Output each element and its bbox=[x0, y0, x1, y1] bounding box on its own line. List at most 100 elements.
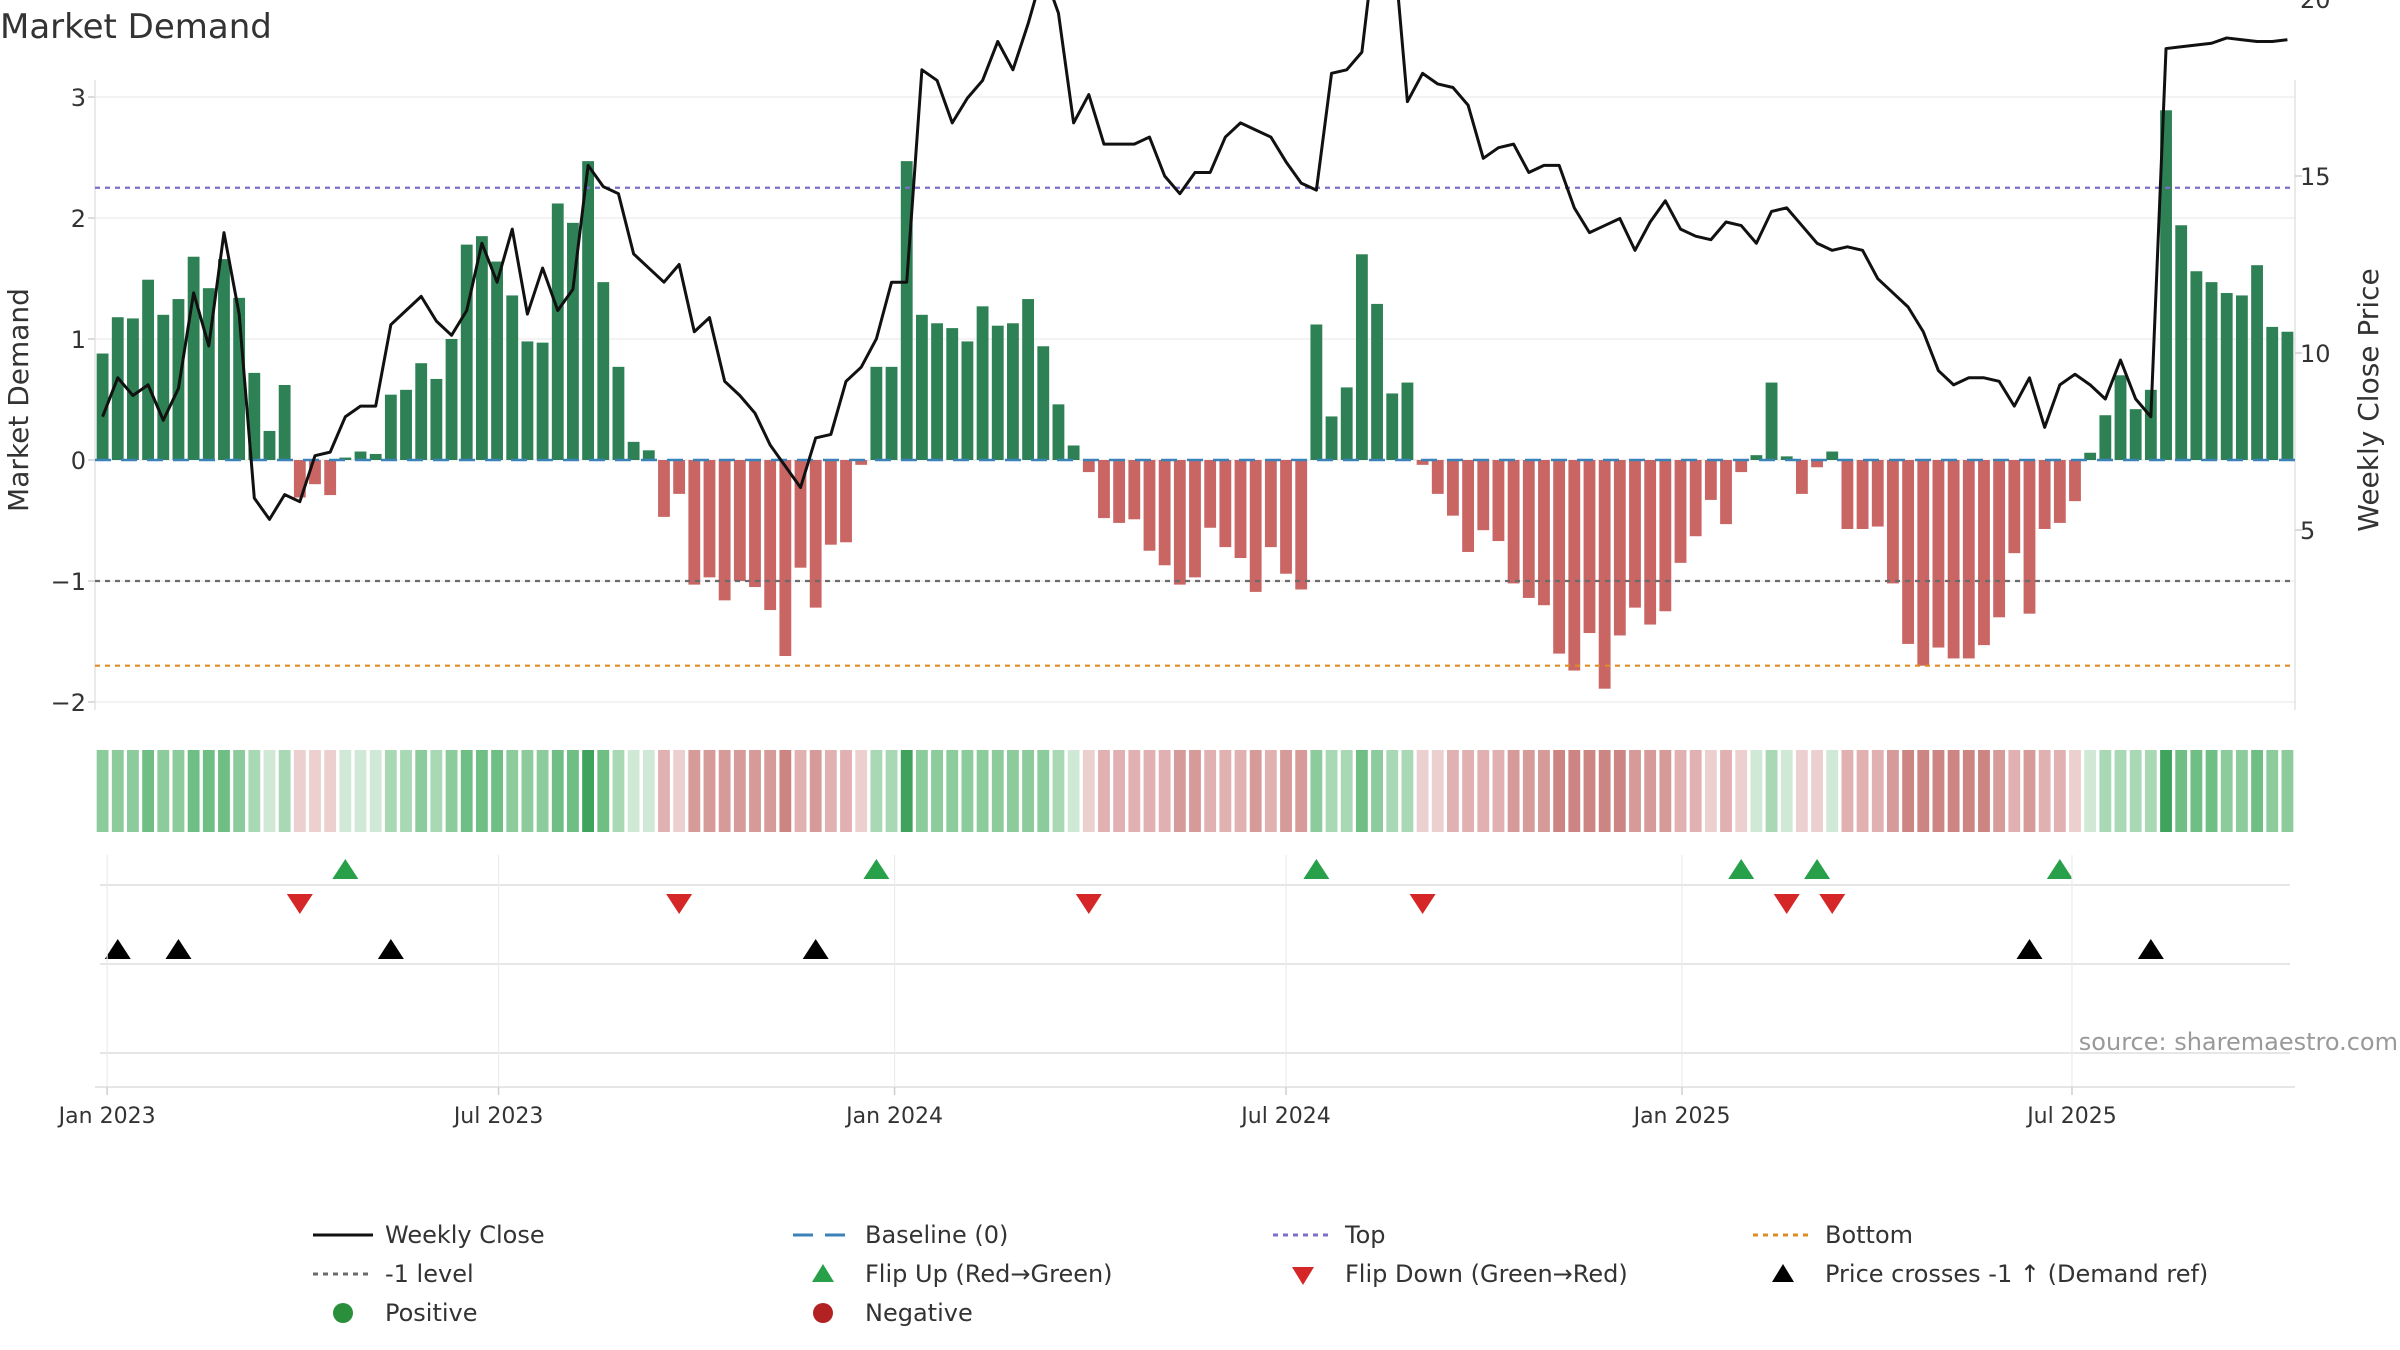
heat-cell bbox=[172, 750, 185, 832]
heat-cell bbox=[1325, 750, 1338, 832]
demand-bar-positive bbox=[627, 441, 640, 460]
flip-up-marker bbox=[332, 859, 359, 879]
heat-cell bbox=[824, 750, 837, 832]
heat-cell bbox=[1401, 750, 1414, 832]
heat-cell bbox=[855, 750, 868, 832]
weekly-close-line bbox=[101, 0, 2288, 521]
demand-bar-negative bbox=[1219, 460, 1232, 548]
demand-bar-negative bbox=[1522, 460, 1535, 598]
legend-negative-label: Negative bbox=[865, 1299, 973, 1327]
heat-cell bbox=[582, 750, 595, 832]
demand-bar-positive bbox=[2114, 375, 2127, 460]
left-axis-tick-label: −2 bbox=[51, 689, 86, 717]
demand-bar-negative bbox=[1098, 460, 1110, 519]
dot-icon bbox=[813, 1303, 833, 1323]
demand-bar-positive bbox=[521, 341, 534, 460]
heat-cell bbox=[1644, 750, 1657, 832]
demand-bar-positive bbox=[506, 295, 519, 460]
right-y-axis: 20 15 10 5 bbox=[2294, 0, 2331, 710]
demand-bar-negative bbox=[2053, 460, 2066, 523]
demand-bar-negative bbox=[1629, 460, 1641, 608]
heat-cell bbox=[536, 750, 549, 832]
heat-cell bbox=[794, 750, 807, 832]
heat-cell bbox=[1993, 750, 2006, 832]
price-cross-marker bbox=[377, 939, 404, 959]
heat-cell bbox=[840, 750, 852, 832]
heat-cell bbox=[2023, 750, 2036, 832]
heat-cell bbox=[551, 750, 564, 832]
demand-bar-negative bbox=[794, 460, 807, 568]
heat-cell bbox=[430, 750, 443, 832]
demand-bar-negative bbox=[1082, 460, 1095, 473]
heat-cell bbox=[1795, 750, 1808, 832]
event-markers bbox=[95, 859, 2295, 1088]
flip-down-marker bbox=[1409, 894, 1436, 914]
legend-bottom: Bottom bbox=[1753, 1220, 1913, 1250]
heat-cell bbox=[946, 750, 959, 832]
heat-cell bbox=[900, 750, 913, 832]
left-axis-label: Market Demand bbox=[2, 288, 35, 512]
heat-cell bbox=[309, 750, 321, 832]
heat-cell bbox=[2084, 750, 2097, 832]
heat-cell bbox=[1295, 750, 1308, 832]
demand-bar-negative bbox=[764, 460, 777, 611]
heat-cell bbox=[2251, 750, 2263, 832]
heat-cell bbox=[976, 750, 989, 832]
heat-cell bbox=[2114, 750, 2127, 832]
heat-cell bbox=[1204, 750, 1217, 832]
legend-positive-swatch bbox=[313, 1298, 373, 1328]
heat-cell bbox=[733, 750, 746, 832]
demand-bar-positive bbox=[445, 339, 458, 460]
legend-top: Top bbox=[1273, 1220, 1386, 1250]
demand-bar-positive bbox=[885, 366, 898, 460]
heat-cell bbox=[1082, 750, 1095, 832]
heat-cell bbox=[2099, 750, 2112, 832]
flip-up-marker bbox=[1303, 859, 1330, 879]
demand-bar-negative bbox=[1447, 460, 1459, 516]
heat-cell bbox=[1067, 750, 1080, 832]
demand-bar-negative bbox=[1978, 460, 1990, 646]
legend-bottom-swatch bbox=[1753, 1220, 1813, 1250]
heat-cell bbox=[233, 750, 246, 832]
heat-cell bbox=[658, 750, 670, 832]
demand-bar-positive bbox=[415, 363, 428, 460]
legend-negative-swatch bbox=[793, 1298, 853, 1328]
heat-cell bbox=[1871, 750, 1884, 832]
heat-cell bbox=[885, 750, 898, 832]
heat-cell bbox=[1492, 750, 1505, 832]
demand-bar-negative bbox=[1538, 460, 1550, 606]
heat-cell bbox=[1978, 750, 1990, 832]
demand-bar-positive bbox=[1067, 445, 1080, 460]
demand-bar-positive bbox=[2160, 110, 2172, 460]
demand-bar-negative bbox=[1644, 460, 1657, 625]
heat-cell bbox=[1477, 750, 1490, 832]
heat-cell bbox=[1386, 750, 1399, 832]
demand-bar-positive bbox=[1386, 393, 1399, 460]
demand-bar-negative bbox=[1568, 460, 1581, 671]
heat-cell bbox=[2205, 750, 2218, 832]
flip-down-marker bbox=[1773, 894, 1800, 914]
demand-bar-positive bbox=[263, 430, 276, 460]
heat-cell bbox=[2190, 750, 2203, 832]
demand-bar-negative bbox=[2069, 460, 2081, 502]
legend-level-label: -1 level bbox=[385, 1260, 474, 1288]
legend-baseline-label: Baseline (0) bbox=[865, 1221, 1009, 1249]
demand-bar-positive bbox=[339, 457, 352, 460]
demand-bar-positive bbox=[2266, 326, 2279, 460]
demand-bar-negative bbox=[658, 460, 670, 517]
heat-cell bbox=[1022, 750, 1035, 832]
heat-cell bbox=[2160, 750, 2172, 832]
heat-cell bbox=[673, 750, 686, 832]
demand-bar-positive bbox=[991, 325, 1004, 460]
heat-cell bbox=[1249, 750, 1262, 832]
demand-bar-negative bbox=[840, 460, 852, 543]
heat-cell bbox=[2175, 750, 2188, 832]
demand-bar-negative bbox=[1674, 460, 1687, 563]
demand-bar-positive bbox=[2099, 415, 2112, 460]
heat-cell bbox=[1856, 750, 1869, 832]
demand-bar-positive bbox=[536, 342, 549, 460]
demand-bar-negative bbox=[733, 460, 746, 581]
demand-bar-positive bbox=[369, 453, 382, 460]
demand-bar-negative bbox=[1917, 460, 1930, 666]
flip-down-marker bbox=[1819, 894, 1846, 914]
